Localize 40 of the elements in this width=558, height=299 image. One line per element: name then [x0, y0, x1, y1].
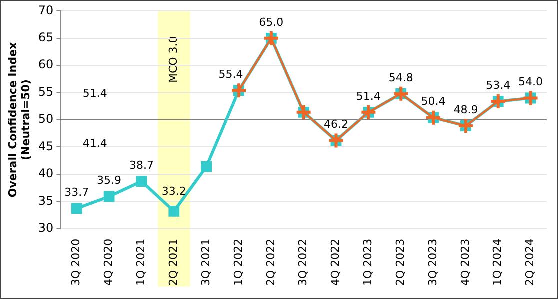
y-tick-label: 55	[38, 84, 54, 99]
x-tick-label: 3Q 2021	[199, 238, 212, 286]
x-tick-label: 1Q 2023	[362, 238, 375, 286]
x-tick-label: 2Q 2023	[394, 238, 407, 286]
annotation: 51.4	[82, 87, 108, 100]
y-tick-label: 30	[38, 220, 54, 235]
data-label: 38.7	[129, 158, 154, 172]
data-label: 35.9	[97, 174, 122, 188]
y-tick-label: 70	[38, 3, 54, 18]
x-tick-label: 4Q 2022	[329, 238, 342, 286]
data-label: 46.2	[324, 118, 349, 132]
x-tick-label: 1Q 2024	[491, 238, 504, 286]
x-tick-label: 2Q 2024	[524, 238, 537, 286]
data-label: 51.4	[356, 90, 381, 103]
y-tick-label: 60	[38, 58, 54, 72]
x-tick-label: 3Q 2020	[70, 238, 83, 286]
x-tick-label: 3Q 2023	[426, 238, 440, 286]
data-label: 33.7	[64, 186, 90, 200]
annotation: 41.4	[82, 137, 108, 150]
data-label: 50.4	[421, 95, 446, 108]
data-label: 54.8	[388, 71, 414, 84]
data-label: 55.4	[218, 68, 244, 82]
y-tick-label: 40	[38, 166, 54, 181]
y-tick-label: 50	[38, 112, 54, 126]
y-tick-label: 35	[38, 194, 54, 208]
data-label: 53.4	[486, 78, 511, 92]
x-tick-label: 3Q 2022	[296, 238, 310, 286]
x-tick-label: 2Q 2022	[264, 238, 278, 286]
x-tick-label: 2Q 2021	[167, 238, 180, 286]
data-label: 48.9	[454, 103, 478, 116]
x-tick-label: 4Q 2020	[102, 238, 116, 286]
data-label: 33.2	[162, 184, 186, 198]
data-label: 54.0	[518, 76, 544, 89]
y-tick-label: 45	[38, 139, 54, 154]
y-tick-label: 65	[38, 30, 54, 45]
x-tick-label: 1Q 2021	[134, 238, 148, 286]
data-label: 65.0	[259, 16, 284, 29]
x-tick-label: 1Q 2022	[232, 238, 245, 286]
y-axis-title: Overall Confidence Index (Neutral=50)	[6, 42, 33, 198]
x-tick-label: 4Q 2023	[458, 238, 472, 286]
